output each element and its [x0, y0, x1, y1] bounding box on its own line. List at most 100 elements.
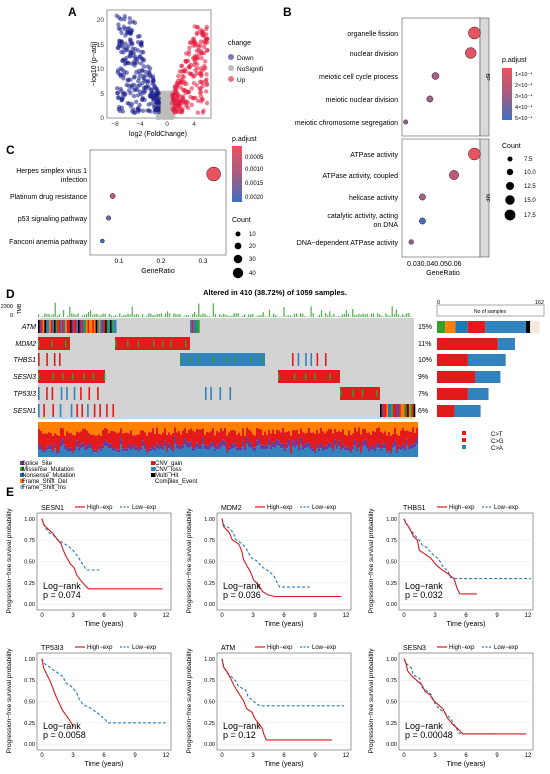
titv-bar [342, 422, 345, 430]
alteration-cell [292, 353, 294, 366]
titv-bar [222, 422, 225, 431]
variant-swatch [20, 473, 24, 477]
titv-bar [288, 431, 291, 440]
titv-bar [76, 431, 79, 441]
titv-bar [346, 450, 349, 457]
tmb-bar [112, 316, 115, 317]
titv-bar [90, 422, 93, 435]
alteration-cell [53, 353, 56, 366]
titv-bar [398, 422, 401, 436]
titv-bar [98, 422, 101, 435]
kegg-padj-title: p.adjust [232, 136, 257, 143]
alteration-cell [394, 404, 397, 417]
titv-bar [232, 429, 235, 444]
titv-bar [266, 444, 269, 450]
go-padj-tick: 2×10⁻⁴ [515, 82, 533, 89]
titv-bar [116, 452, 119, 457]
titv-bar [152, 428, 155, 446]
alteration-cell [340, 390, 342, 397]
titv-bar [98, 434, 101, 446]
titv-bar [242, 440, 245, 447]
titv-bar [294, 422, 297, 431]
titv-bar [388, 451, 391, 457]
titv-bar [122, 422, 125, 434]
titv-bar [340, 431, 343, 448]
alteration-cell [76, 320, 79, 333]
volcano-point [135, 93, 141, 98]
titv-bar [204, 422, 207, 436]
volcano-point [149, 101, 154, 106]
tmb-bar [154, 315, 156, 317]
titv-bar [346, 435, 349, 448]
titv-bar [304, 443, 307, 449]
titv-bar [352, 449, 355, 457]
kegg-padj-tick: 0.0015 [245, 181, 264, 187]
titv-bar [380, 431, 383, 449]
tmb-bar [341, 314, 343, 317]
volcano-point [141, 58, 147, 63]
titv-bar [318, 422, 321, 434]
titv-bar [236, 422, 239, 435]
tmb-bar [287, 315, 289, 317]
tmb-bar [243, 314, 246, 317]
km-curve-low [221, 518, 310, 588]
titv-bar [400, 450, 403, 457]
volcano-point [125, 26, 130, 31]
gene-label: ATM [21, 324, 36, 331]
titv-bar [78, 447, 81, 451]
tmb-bar [133, 314, 135, 317]
titv-bar [174, 427, 177, 437]
titv-bar [204, 449, 207, 457]
titv-bar [264, 445, 267, 450]
titv-bar [174, 436, 177, 444]
volcano-xticks: −8 −4 0 4 [111, 121, 196, 128]
volcano-point [127, 16, 132, 21]
alteration-cell [42, 320, 45, 333]
titv-bar [136, 434, 139, 447]
titv-bar [192, 422, 195, 431]
titv-bar [308, 428, 311, 443]
alteration-cell [305, 353, 307, 366]
titv-bar [276, 445, 279, 457]
titv-bar [42, 422, 45, 434]
titv-bar [260, 444, 263, 450]
titv-bar [130, 430, 133, 447]
titv-bar [220, 441, 223, 447]
tmb-bar [345, 310, 348, 317]
kegg-count-tick: 10 [249, 232, 256, 238]
volcano-point [205, 47, 210, 53]
titv-bar [142, 422, 145, 431]
titv-bar [76, 440, 79, 447]
tmb-bar [77, 313, 79, 317]
volcano-point [118, 16, 124, 22]
titv-bar [246, 422, 249, 428]
volcano-point [193, 95, 198, 101]
titv-bar [330, 422, 333, 430]
titv-bar [288, 445, 291, 457]
tmb-bar [175, 314, 177, 317]
titv-bar [58, 435, 61, 451]
tmb-bar [225, 314, 227, 317]
titv-bar [140, 446, 143, 451]
volcano-point [200, 80, 205, 86]
tmb-bar [214, 314, 216, 317]
gene-bar-segment [437, 388, 468, 400]
titv-bar [384, 431, 387, 444]
titv-bar [286, 431, 289, 444]
titv-bar [368, 422, 371, 433]
tmb-bar [397, 314, 400, 317]
titv-bar [210, 422, 213, 432]
alteration-cell [260, 356, 263, 363]
km-gene-title: ATM [221, 645, 235, 652]
titv-bar [52, 452, 55, 457]
tmb-bar [223, 313, 225, 317]
titv-bar [362, 422, 365, 429]
titv-bar [376, 422, 379, 429]
titv-bar [390, 435, 393, 453]
km-xtick: 6 [464, 613, 468, 619]
titv-bar [308, 422, 311, 429]
titv-bar [368, 451, 371, 457]
titv-bar [112, 447, 115, 451]
titv-bar [318, 448, 321, 452]
gene-label: SESN1 [13, 408, 36, 415]
